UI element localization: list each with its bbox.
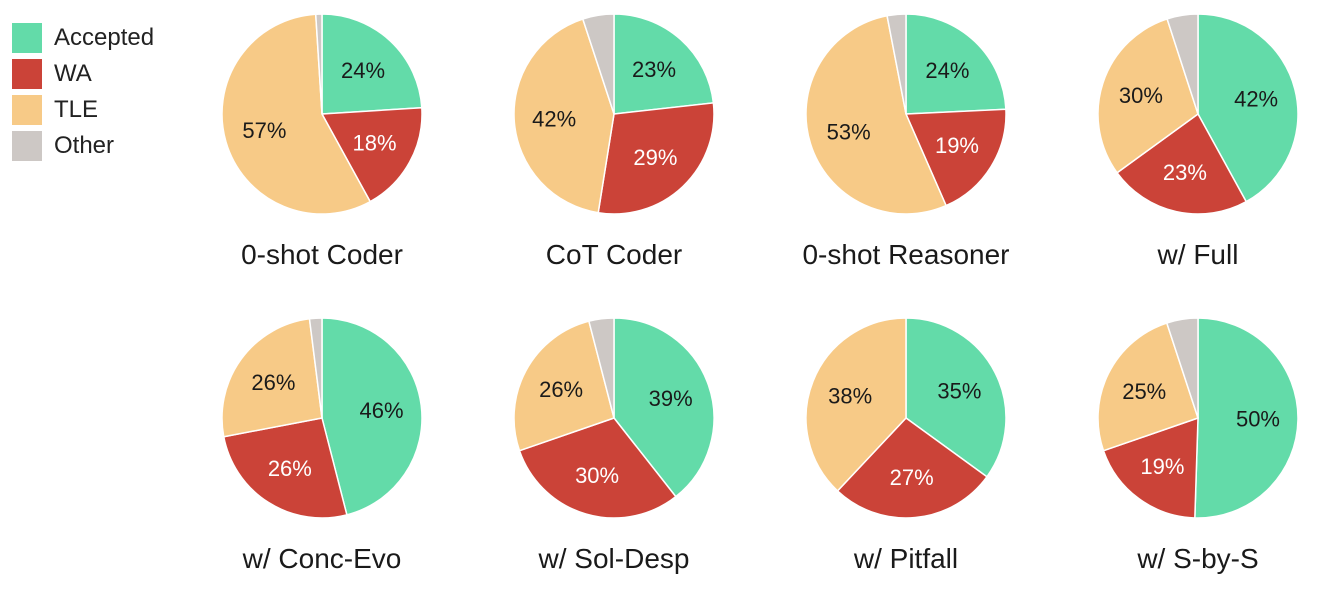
pie-slice-tle bbox=[513, 18, 615, 214]
pie-chart-title: w/ S-by-S bbox=[1136, 543, 1258, 574]
pie-slice-accepted bbox=[613, 317, 715, 498]
pie-chart-title: CoT Coder bbox=[546, 239, 682, 270]
pie-chart: 35% 27% 38% w/ Pitfall bbox=[805, 317, 1007, 574]
pie-label-wa: 18% bbox=[353, 130, 397, 155]
pie-label-accepted: 46% bbox=[360, 398, 404, 423]
pie-slice-other bbox=[587, 317, 615, 419]
pie-chart-title: w/ Full bbox=[1157, 239, 1239, 270]
pie-label-accepted: 42% bbox=[1234, 87, 1278, 112]
pie-label-wa: 30% bbox=[575, 463, 619, 488]
pie-label-wa: 29% bbox=[633, 145, 677, 170]
pie-label-tle: 42% bbox=[532, 106, 576, 131]
pie-chart-title: w/ Sol-Desp bbox=[538, 543, 690, 574]
pie-slice-wa bbox=[1116, 112, 1248, 215]
legend-label-wa: WA bbox=[54, 60, 92, 87]
legend-item-tle: TLE bbox=[12, 92, 154, 128]
pie-slice-accepted bbox=[905, 317, 1007, 478]
pie-slice-wa bbox=[222, 417, 348, 519]
pie-slice-tle bbox=[1097, 322, 1199, 452]
pie-slice-other bbox=[886, 13, 907, 115]
pie-label-accepted: 39% bbox=[649, 386, 693, 411]
pie-chart-title: w/ Pitfall bbox=[853, 543, 958, 574]
pie-label-tle: 26% bbox=[251, 370, 295, 395]
pie-slice-wa bbox=[597, 102, 715, 215]
pie-label-tle: 30% bbox=[1119, 83, 1163, 108]
pie-chart: 50% 19% 25% w/ S-by-S bbox=[1097, 317, 1299, 574]
pie-label-tle: 26% bbox=[539, 377, 583, 402]
pie-chart: 24% 19% 53% 0-shot Reasoner bbox=[802, 13, 1010, 270]
legend-item-accepted: Accepted bbox=[12, 20, 154, 56]
legend-label-accepted: Accepted bbox=[54, 24, 155, 51]
pie-label-accepted: 24% bbox=[341, 58, 385, 83]
legend-label-tle: TLE bbox=[54, 96, 99, 123]
legend-swatch-other bbox=[12, 131, 42, 161]
pie-chart: 46% 26% 26% w/ Conc-Evo bbox=[221, 317, 423, 574]
pie-chart: 23% 29% 42% CoT Coder bbox=[513, 13, 715, 270]
pie-slice-other bbox=[581, 13, 615, 115]
pie-label-accepted: 35% bbox=[937, 378, 981, 403]
pie-label-wa: 26% bbox=[268, 456, 312, 481]
pie-chart: 39% 30% 26% w/ Sol-Desp bbox=[513, 317, 715, 574]
pie-chart: 42% 23% 30% w/ Full bbox=[1097, 13, 1299, 270]
pie-slice-tle bbox=[513, 320, 615, 452]
pie-slice-other bbox=[1166, 13, 1199, 115]
pie-slice-accepted bbox=[613, 13, 715, 115]
pie-label-tle: 57% bbox=[242, 118, 286, 143]
legend-swatch-wa bbox=[12, 59, 42, 89]
pie-chart-title: 0-shot Coder bbox=[241, 239, 403, 270]
pie-slice-accepted bbox=[905, 13, 1007, 115]
pie-slice-tle bbox=[805, 14, 948, 215]
legend-item-other: Other bbox=[12, 128, 154, 164]
pie-chart: 24% 18% 57% 0-shot Coder bbox=[221, 13, 423, 270]
pie-slice-wa bbox=[518, 417, 677, 519]
pie-slice-other bbox=[1165, 317, 1199, 419]
pie-slice-tle bbox=[221, 13, 372, 215]
pie-label-accepted: 24% bbox=[925, 58, 969, 83]
pie-slice-accepted bbox=[1194, 317, 1299, 519]
pie-slice-wa bbox=[320, 106, 423, 203]
pie-label-tle: 53% bbox=[827, 119, 871, 144]
pie-slice-accepted bbox=[1197, 13, 1299, 203]
pie-label-wa: 23% bbox=[1163, 160, 1207, 185]
pie-chart-title: w/ Conc-Evo bbox=[242, 543, 402, 574]
legend: Accepted WA TLE Other bbox=[12, 20, 154, 164]
legend-item-wa: WA bbox=[12, 56, 154, 92]
pie-slice-other bbox=[308, 317, 323, 419]
pie-slice-tle bbox=[221, 317, 323, 438]
pie-slice-accepted bbox=[321, 13, 423, 115]
pie-chart-title: 0-shot Reasoner bbox=[802, 239, 1009, 270]
pie-label-accepted: 23% bbox=[632, 57, 676, 82]
pie-slice-wa bbox=[904, 108, 1007, 207]
pie-label-wa: 27% bbox=[890, 465, 934, 490]
pie-label-wa: 19% bbox=[935, 133, 979, 158]
pie-slice-wa bbox=[836, 417, 988, 519]
legend-swatch-tle bbox=[12, 95, 42, 125]
pie-slice-tle bbox=[1097, 17, 1199, 174]
pie-label-wa: 19% bbox=[1140, 454, 1184, 479]
pie-label-accepted: 50% bbox=[1236, 406, 1280, 431]
pie-slice-other bbox=[314, 13, 323, 115]
legend-label-other: Other bbox=[54, 132, 115, 159]
pie-label-tle: 38% bbox=[828, 383, 872, 408]
legend-swatch-accepted bbox=[12, 23, 42, 53]
pie-slice-accepted bbox=[321, 317, 423, 516]
pie-slice-tle bbox=[805, 317, 907, 492]
pie-label-tle: 25% bbox=[1122, 379, 1166, 404]
